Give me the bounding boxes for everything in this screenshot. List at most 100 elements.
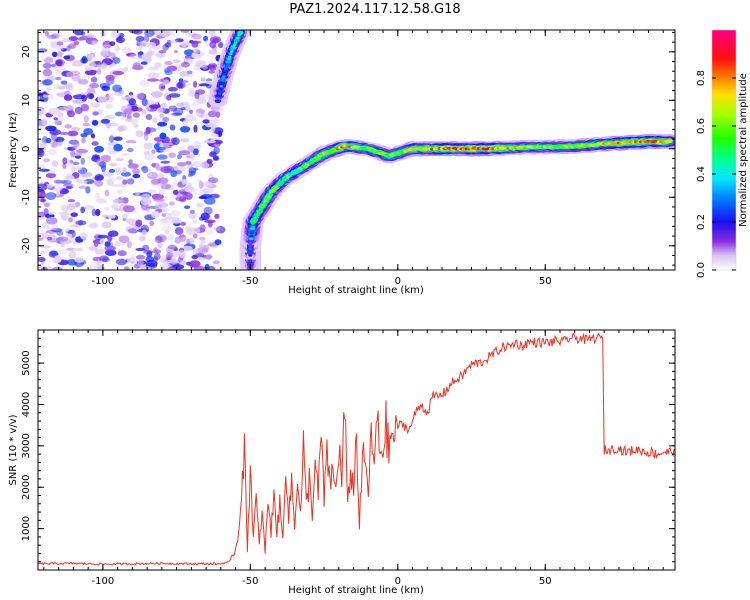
noise-blob [164, 61, 173, 66]
noise-blob [186, 261, 191, 266]
noise-blob [64, 124, 72, 129]
noise-blob [193, 81, 198, 88]
noise-blob [105, 103, 113, 109]
noise-blob [209, 193, 221, 199]
noise-blob [147, 172, 153, 177]
noise-blob [84, 66, 93, 71]
noise-blob [157, 147, 166, 151]
snr-ticks: -100 -50 0 50 1000 2000 3000 4000 5000 [21, 329, 675, 587]
noise-blob [126, 257, 138, 263]
noise-blob [107, 51, 116, 58]
noise-blob [168, 105, 178, 112]
colorbar-tick-label: 0.2 [696, 214, 707, 230]
noise-blob [48, 210, 54, 215]
ridge-segment [237, 33, 242, 37]
noise-blob [38, 183, 48, 191]
noise-blob [126, 240, 132, 249]
noise-blob [189, 109, 193, 115]
noise-blob [201, 93, 211, 99]
noise-blob [43, 158, 51, 163]
figure-title: PAZ1.2024.117.12.58.G18 [289, 2, 461, 17]
noise-blob [101, 44, 113, 49]
noise-blob [190, 227, 201, 234]
ridge-segment [222, 72, 227, 76]
noise-blob [137, 259, 144, 267]
noise-blob [160, 102, 167, 108]
noise-blob [127, 147, 134, 153]
noise-blob [122, 179, 128, 185]
noise-blob [61, 180, 72, 185]
noise-blob [151, 162, 160, 168]
noise-blob [51, 33, 60, 39]
colorbar: 0.0 0.2 0.4 0.6 0.8 Normalized spectral ampl… [696, 29, 749, 278]
noise-blob [182, 245, 193, 252]
noise-blob [158, 83, 166, 91]
noise-blob [167, 244, 177, 250]
noise-blob [194, 92, 200, 100]
noise-blob [207, 110, 218, 118]
noise-blob [179, 126, 191, 133]
noise-blob [101, 155, 111, 162]
noise-blob [149, 220, 155, 227]
noise-blob [160, 183, 172, 190]
noise-blob [80, 157, 86, 165]
noise-blob [198, 83, 210, 87]
ridge-segment [225, 63, 230, 66]
noise-blob [38, 211, 46, 218]
x-tick-label: -100 [92, 576, 115, 587]
noise-blob [99, 161, 107, 169]
noise-blob [214, 213, 220, 219]
noise-blob [88, 266, 101, 270]
noise-blob [146, 51, 153, 57]
noise-blob [214, 106, 224, 112]
noise-blob [184, 205, 191, 209]
noise-blob [185, 104, 191, 111]
noise-blob [111, 203, 119, 210]
noise-blob [171, 112, 183, 116]
noise-blob [208, 60, 215, 66]
noise-blob [183, 182, 193, 187]
ridge-segment [233, 41, 238, 44]
noise-blob [71, 61, 83, 67]
noise-blob [53, 255, 62, 263]
noise-blob [218, 42, 224, 49]
noise-blob [189, 209, 195, 214]
noise-blob [47, 226, 57, 231]
noise-blob [71, 145, 78, 151]
noise-blob [68, 251, 77, 259]
noise-blob [157, 121, 168, 127]
noise-blob [195, 60, 207, 68]
noise-blob [145, 114, 153, 121]
noise-blob [167, 86, 178, 92]
noise-blob [164, 70, 173, 76]
noise-blob [46, 34, 57, 39]
noise-blob [113, 198, 125, 204]
noise-blob [166, 39, 172, 45]
noise-blob [141, 109, 147, 115]
noise-blob [80, 171, 93, 178]
noise-blob [195, 112, 202, 117]
noise-blob [88, 54, 95, 59]
noise-blob [180, 236, 191, 244]
noise-blob [204, 197, 216, 205]
noise-blob [74, 106, 83, 115]
noise-blob [44, 57, 54, 64]
noise-blob [159, 113, 164, 118]
noise-blob [73, 141, 80, 147]
noise-blob [207, 177, 219, 184]
noise-blob [191, 161, 204, 168]
noise-blob [91, 208, 97, 217]
noise-blob [94, 61, 104, 65]
noise-blob [115, 167, 122, 175]
noise-blob [90, 260, 101, 267]
noise-blob [117, 250, 127, 257]
y-tick-label: 10 [21, 94, 32, 107]
noise-blob [38, 147, 44, 155]
noise-blob [105, 74, 115, 81]
ridge-segment [216, 97, 221, 100]
noise-blob [192, 233, 198, 239]
ridge-segment [272, 187, 277, 191]
noise-blob [188, 167, 197, 175]
noise-blob [129, 53, 141, 60]
